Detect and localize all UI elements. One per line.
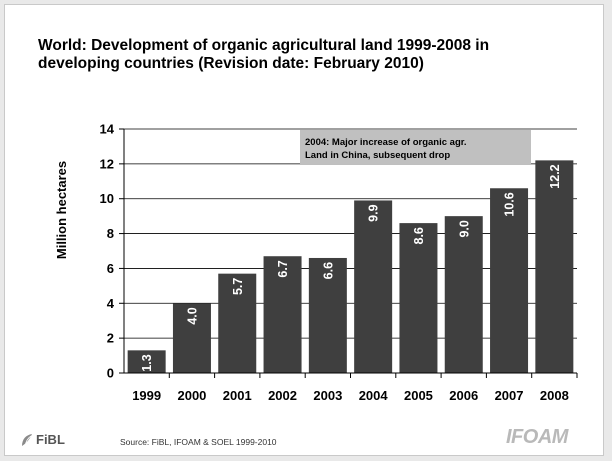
data-label-2003: 6.6 [321, 262, 335, 279]
y-tick-label: 8 [107, 226, 114, 241]
bar-2007 [490, 188, 529, 373]
x-tick-label-2004: 2004 [359, 388, 389, 403]
y-tick-label: 2 [107, 331, 114, 346]
data-label-2004: 9.9 [367, 204, 381, 221]
bar-2006 [444, 216, 483, 373]
source-note: Source: FiBL, IFOAM & SOEL 1999-2010 [120, 437, 277, 447]
bar-2003 [308, 257, 347, 373]
x-tick-label-2007: 2007 [495, 388, 524, 403]
bar-1999 [127, 350, 166, 373]
bar-2001 [218, 273, 257, 373]
y-tick-label: 14 [100, 122, 115, 137]
bar-2005 [399, 223, 438, 373]
x-tick-label-2000: 2000 [177, 388, 206, 403]
y-tick-label: 6 [107, 261, 114, 276]
chart-title: World: Development of organic agricultur… [38, 37, 578, 73]
annotation-background [300, 130, 531, 164]
y-tick-label: 10 [100, 191, 114, 206]
fibl-logo: FiBL [20, 432, 65, 447]
y-tick-label: 0 [107, 366, 114, 381]
bar-2002 [263, 256, 302, 373]
data-label-2007: 10.6 [503, 192, 517, 216]
annotation-line-2: Land in China, subsequent drop [305, 150, 450, 161]
x-tick-label-2003: 2003 [313, 388, 342, 403]
y-axis-label: Million hectares [54, 161, 69, 259]
data-label-1999: 1.3 [140, 354, 154, 371]
data-label-2000: 4.0 [185, 307, 199, 324]
x-tick-label-1999: 1999 [132, 388, 161, 403]
bar-2000 [172, 303, 211, 373]
chart-title-line-1: World: Development of organic agricultur… [38, 37, 490, 54]
x-tick-label-2001: 2001 [223, 388, 252, 403]
chart-title-line-2: developing countries (Revision date: Feb… [38, 55, 424, 72]
bar-2004 [354, 200, 393, 373]
x-tick-label-2008: 2008 [540, 388, 569, 403]
x-tick-label-2006: 2006 [449, 388, 478, 403]
leaf-icon [20, 433, 34, 447]
ifoam-logo: IFOAM [506, 426, 568, 448]
y-tick-label: 4 [107, 296, 115, 311]
data-label-2008: 12.2 [548, 164, 562, 188]
data-label-2001: 5.7 [231, 278, 245, 295]
data-label-2002: 6.7 [276, 260, 290, 277]
fibl-logo-text: FiBL [36, 432, 65, 447]
x-tick-label-2002: 2002 [268, 388, 297, 403]
x-tick-label-2005: 2005 [404, 388, 433, 403]
annotation-line-1: 2004: Major increase of organic agr. [305, 137, 467, 148]
bar-2008 [535, 160, 574, 373]
y-tick-label: 12 [100, 156, 114, 171]
data-label-2006: 9.0 [457, 220, 471, 237]
data-label-2005: 8.6 [412, 227, 426, 244]
annotation-box: 2004: Major increase of organic agr. Lan… [300, 130, 531, 164]
